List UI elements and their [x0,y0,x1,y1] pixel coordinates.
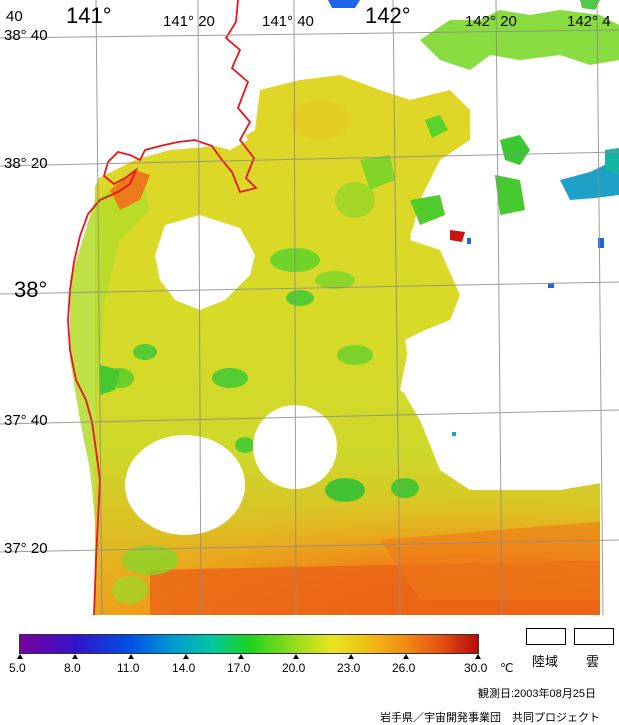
legend-tick [128,654,134,659]
legend-tick [348,654,354,659]
legend-tick [475,654,481,659]
legend-tick-label: 20.0 [282,661,306,675]
observation-date: 観測日:2003年08月25日 [478,688,596,700]
corner-label: 40 [6,8,23,25]
latitude-label-38: 38° [14,277,48,302]
legend-tick [238,654,244,659]
graticule [0,0,619,616]
legend-tick [183,654,189,659]
latitude-label-38-20: 38° 20 [4,155,48,172]
legend-bar-frame [19,634,479,654]
legend-tick-label: 26.0 [392,661,416,675]
legend-color-bar [20,635,478,653]
longitude-label-142-20: 142° 20 [465,13,517,30]
longitude-label-141: 141° [66,3,112,28]
longitude-label-142: 142° [365,3,411,28]
legend-tick-label: 30.0 [464,661,488,675]
legend-tick [72,654,78,659]
legend-tick-label: 23.0 [337,661,361,675]
legend-tick-label: 8.0 [64,661,81,675]
longitude-label-141-20: 141° 20 [163,13,215,30]
land-key-swatch [526,628,566,645]
legend-tick-label: 5.0 [9,661,26,675]
legend-tick [403,654,409,659]
cloud-edge-cool-patches [328,0,619,436]
legend-tick-label: 11.0 [117,661,140,675]
coastline [67,0,258,616]
legend-tick [17,654,23,659]
legend-unit: ℃ [500,661,514,675]
longitude-label-142-4: 142° 4 [567,13,611,30]
legend-tick [293,654,299,659]
cloud-key-swatch [574,628,614,645]
latitude-label-38-40: 38° 40 [4,27,48,44]
legend-tick-label: 17.0 [227,661,251,675]
longitude-label-141-40: 141° 40 [262,13,314,30]
credit-text: 岩手県／宇宙開発事業団 共同プロジェクト [380,712,600,724]
latitude-label-37-20: 37° 20 [4,540,48,557]
legend-tick-label: 14.0 [172,661,196,675]
latitude-label-37-40: 37° 40 [4,412,48,429]
cloud-key-label: 雲 [586,654,600,669]
land-key-label: 陸域 [532,654,559,669]
